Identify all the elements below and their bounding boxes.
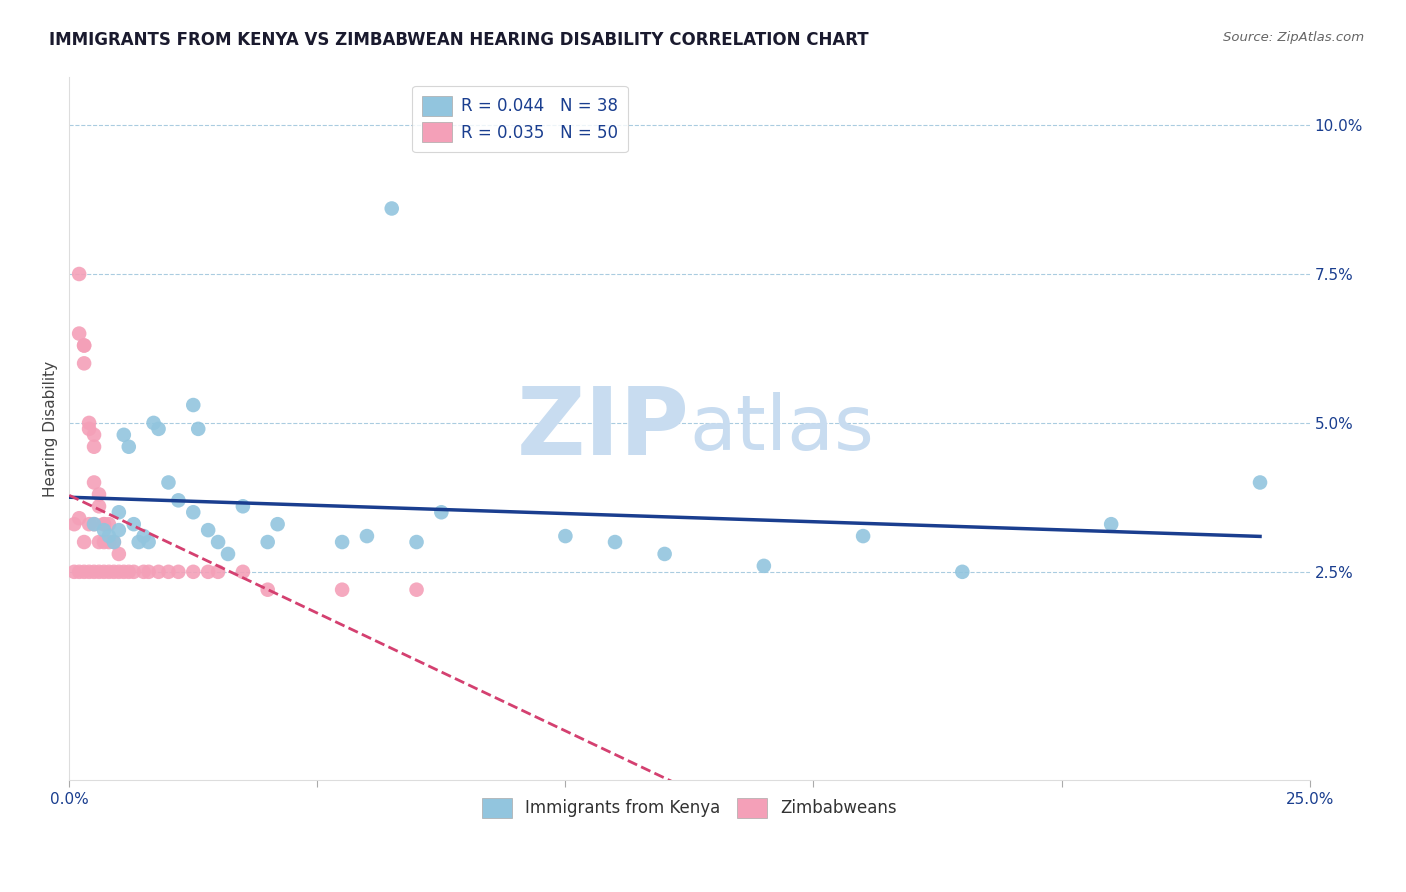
Point [77, 517, 100, 532]
Point [108, 505, 131, 519]
Point [83, 517, 105, 532]
Point [118, 440, 141, 454]
Point [207, 565, 229, 579]
Point [83, 517, 105, 532]
Point [77, 416, 100, 430]
Point [405, 535, 427, 549]
Point [103, 535, 125, 549]
Point [207, 535, 229, 549]
Point [108, 547, 131, 561]
Text: atlas: atlas [689, 392, 875, 466]
Point [87, 500, 110, 514]
Point [132, 529, 155, 543]
Point [181, 565, 204, 579]
Point [181, 505, 204, 519]
Point [852, 529, 875, 543]
Point [118, 565, 141, 579]
Point [128, 535, 150, 549]
Point [97, 565, 120, 579]
Point [97, 517, 120, 532]
Point [67, 267, 90, 281]
Point [654, 547, 676, 561]
Point [108, 565, 131, 579]
Legend: Immigrants from Kenya, Zimbabweans: Immigrants from Kenya, Zimbabweans [475, 791, 904, 825]
Point [232, 565, 254, 579]
Text: Source: ZipAtlas.com: Source: ZipAtlas.com [1223, 31, 1364, 45]
Point [330, 582, 353, 597]
Point [554, 529, 576, 543]
Point [73, 356, 96, 370]
Point [132, 565, 155, 579]
Point [148, 422, 170, 436]
Point [217, 547, 239, 561]
Point [93, 517, 115, 532]
Point [77, 565, 100, 579]
Point [83, 427, 105, 442]
Point [138, 565, 160, 579]
Point [83, 440, 105, 454]
Point [93, 523, 115, 537]
Point [93, 517, 115, 532]
Point [232, 500, 254, 514]
Point [197, 565, 219, 579]
Point [87, 535, 110, 549]
Point [138, 535, 160, 549]
Point [97, 535, 120, 549]
Point [63, 517, 86, 532]
Point [63, 565, 86, 579]
Point [157, 565, 180, 579]
Point [83, 475, 105, 490]
Point [103, 565, 125, 579]
Point [356, 529, 378, 543]
Point [197, 523, 219, 537]
Point [97, 529, 120, 543]
Point [405, 582, 427, 597]
Point [330, 535, 353, 549]
Point [1249, 475, 1271, 490]
Point [77, 422, 100, 436]
Text: ZIP: ZIP [516, 383, 689, 475]
Point [256, 582, 278, 597]
Point [73, 535, 96, 549]
Point [122, 565, 145, 579]
Point [73, 338, 96, 352]
Point [142, 416, 165, 430]
Point [93, 565, 115, 579]
Point [148, 565, 170, 579]
Point [266, 517, 288, 532]
Point [87, 565, 110, 579]
Point [187, 422, 209, 436]
Point [103, 535, 125, 549]
Point [157, 475, 180, 490]
Point [112, 565, 135, 579]
Point [381, 202, 404, 216]
Point [87, 487, 110, 501]
Point [167, 565, 190, 579]
Point [181, 398, 204, 412]
Point [256, 535, 278, 549]
Point [67, 326, 90, 341]
Point [73, 338, 96, 352]
Point [122, 517, 145, 532]
Point [112, 427, 135, 442]
Point [108, 523, 131, 537]
Point [167, 493, 190, 508]
Point [83, 565, 105, 579]
Point [1099, 517, 1122, 532]
Text: IMMIGRANTS FROM KENYA VS ZIMBABWEAN HEARING DISABILITY CORRELATION CHART: IMMIGRANTS FROM KENYA VS ZIMBABWEAN HEAR… [49, 31, 869, 49]
Point [67, 565, 90, 579]
Point [603, 535, 626, 549]
Point [752, 558, 775, 573]
Point [950, 565, 973, 579]
Y-axis label: Hearing Disability: Hearing Disability [44, 360, 58, 497]
Point [73, 565, 96, 579]
Point [430, 505, 453, 519]
Point [93, 535, 115, 549]
Point [67, 511, 90, 525]
